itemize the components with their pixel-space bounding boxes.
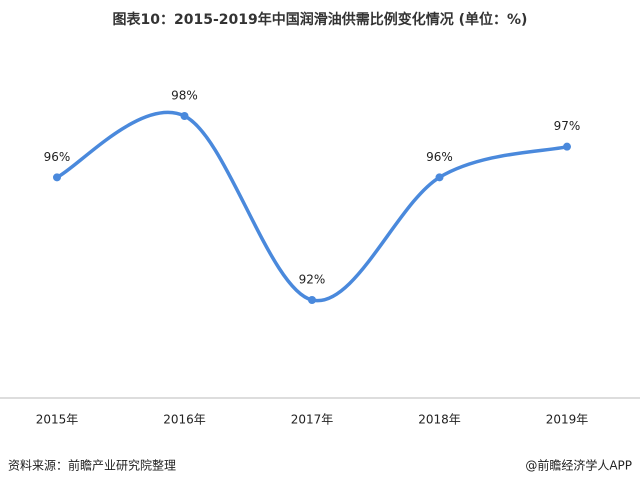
point — [308, 296, 316, 304]
value-label: 92% — [299, 273, 326, 287]
x-tick-label: 2016年 — [163, 413, 206, 427]
watermark: @前瞻经济学人APP — [525, 458, 632, 473]
point — [435, 173, 444, 182]
x-tick-label: 2018年 — [418, 413, 461, 427]
point — [53, 173, 61, 182]
x-tick-label: 2017年 — [291, 413, 334, 427]
x-tick-label: 2019年 — [546, 413, 589, 427]
value-label: 97% — [554, 119, 581, 133]
point — [563, 142, 571, 151]
value-label: 96% — [44, 150, 71, 164]
value-label: 96% — [426, 150, 453, 164]
chart-title: 图表10：2015-2019年中国润滑油供需比例变化情况 (单位：%) — [113, 11, 528, 28]
point — [180, 112, 189, 120]
source: 资料来源：前瞻产业研究院整理 — [8, 458, 176, 473]
value-label: 98% — [171, 89, 198, 103]
x-tick-label: 2015年 — [36, 413, 79, 427]
